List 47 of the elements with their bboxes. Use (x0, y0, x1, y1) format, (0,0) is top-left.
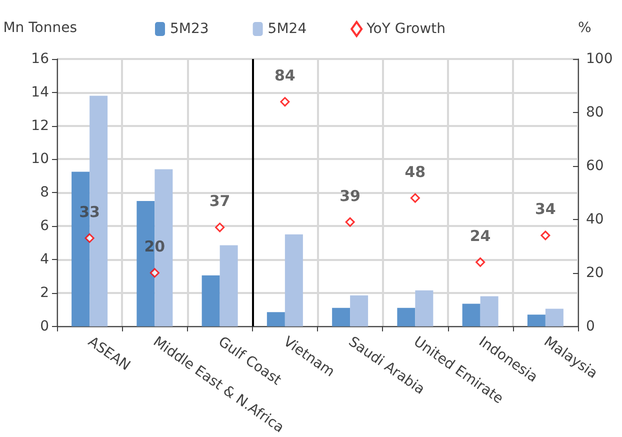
point (215, 222, 225, 232)
y2-tick-label: 100 (586, 51, 613, 67)
point (345, 217, 355, 227)
y-tick-label: 2 (40, 284, 49, 301)
y-tick-label: 12 (31, 118, 49, 134)
data-label: 39 (340, 186, 360, 205)
bar (266, 312, 285, 326)
y2-tick-label: 0 (586, 318, 595, 334)
legend-label: 5M23 (170, 21, 209, 37)
point (410, 193, 420, 203)
point (150, 268, 160, 278)
y-tick-label: 0 (40, 318, 49, 334)
y-tick-label: 14 (31, 84, 50, 100)
data-label: 84 (274, 66, 296, 85)
bar (220, 245, 238, 326)
bar (415, 290, 434, 326)
bar (202, 275, 220, 326)
y-tick-label: 10 (31, 151, 49, 168)
bar (397, 308, 416, 326)
legend-label: YoY Growth (366, 21, 446, 37)
bar (527, 314, 546, 326)
y2-tick-label: 40 (586, 211, 604, 228)
y-tick-label: 8 (40, 184, 49, 201)
bar (462, 304, 480, 326)
y2-tick-label: 60 (586, 158, 604, 174)
data-label: 33 (79, 202, 100, 221)
point (476, 257, 486, 267)
y2-tick-label: 80 (586, 104, 604, 120)
bar (350, 295, 368, 326)
y-tick-label: 16 (31, 51, 50, 67)
y-axis-title: Mn Tonnes (3, 20, 77, 36)
data-label: 37 (209, 192, 230, 210)
y-tick-label: 6 (40, 218, 50, 234)
bar (545, 308, 564, 326)
y2-axis-title: % (578, 20, 592, 36)
point (84, 233, 94, 243)
data-label: 34 (535, 200, 556, 218)
bar (284, 234, 303, 326)
y-tick-label: 4 (40, 251, 50, 268)
bar (480, 296, 498, 326)
data-label: 48 (404, 162, 426, 181)
legend-label: 5M24 (268, 21, 307, 37)
data-label: 24 (470, 226, 491, 245)
bar (332, 308, 350, 326)
y2-tick-label: 20 (586, 264, 604, 281)
point (280, 97, 290, 107)
point (540, 230, 550, 240)
